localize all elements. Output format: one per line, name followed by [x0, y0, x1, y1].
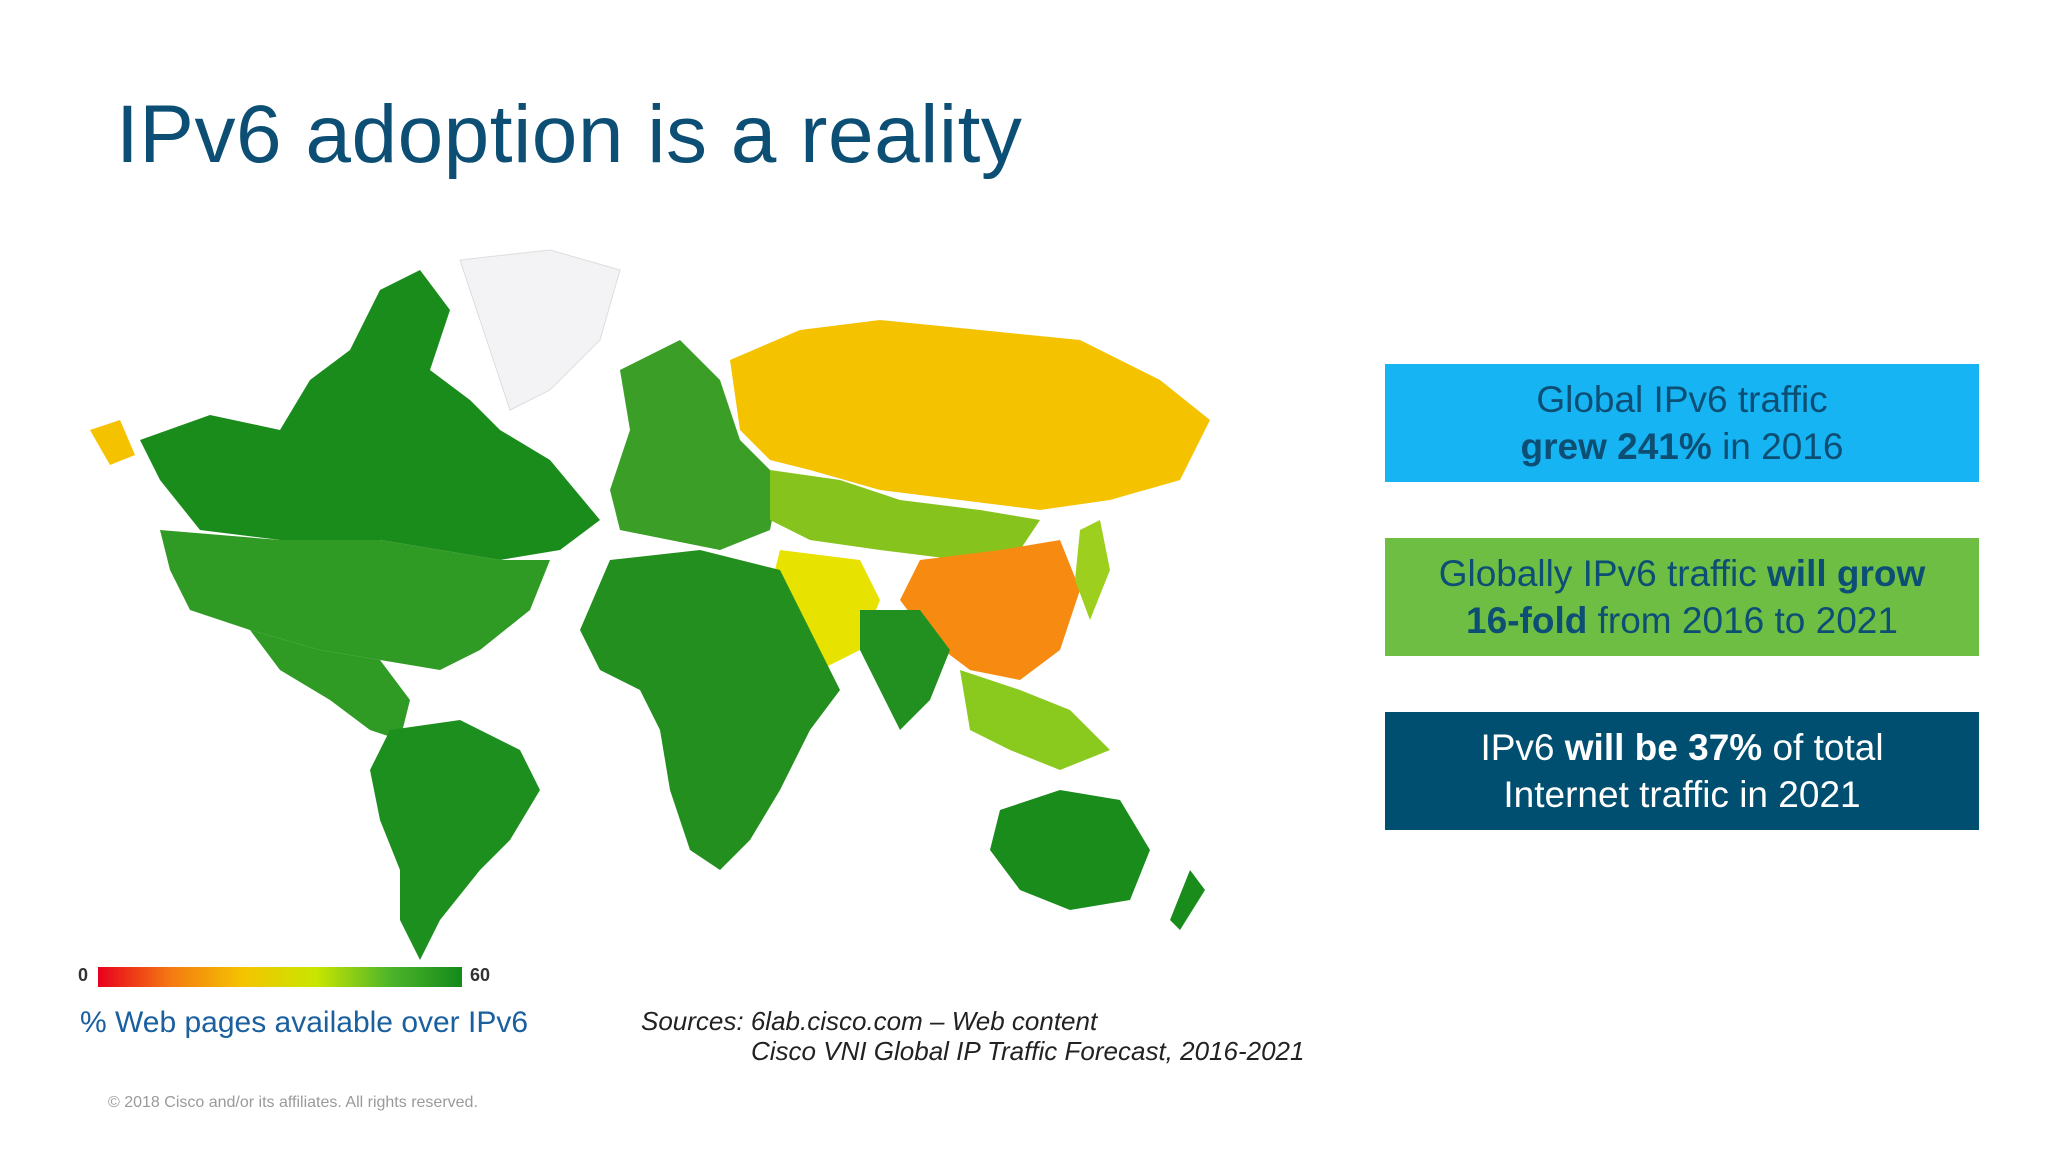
- map-region-australia: [990, 790, 1150, 910]
- map-region-united-states: [160, 530, 550, 670]
- map-legend: 0 60: [78, 965, 518, 995]
- callout-traffic-growth-2016: Global IPv6 traffic grew 241% in 2016: [1385, 364, 1979, 482]
- callout-2-prefix: Globally IPv6 traffic: [1438, 553, 1768, 594]
- callout-16-fold-growth: Globally IPv6 traffic will grow 16-fold …: [1385, 538, 1979, 656]
- callout-2-highlight: will grow: [1767, 553, 1926, 594]
- legend-caption: % Web pages available over IPv6: [80, 1006, 529, 1039]
- callout-2-line-1: Globally IPv6 traffic will grow: [1439, 550, 1926, 597]
- map-region-greenland: [459, 249, 621, 411]
- callout-1-highlight: grew 241%: [1520, 426, 1712, 467]
- sources-note: Sources: 6lab.cisco.com – Web content Ci…: [641, 1006, 1304, 1066]
- map-region-africa: [580, 550, 840, 870]
- callout-2-line-2: 16-fold from 2016 to 2021: [1466, 597, 1898, 644]
- callout-3-prefix: IPv6: [1480, 727, 1565, 768]
- legend-min-label: 0: [78, 965, 89, 985]
- sources-line-2: Cisco VNI Global IP Traffic Forecast, 20…: [751, 1036, 1305, 1066]
- slide-title: IPv6 adoption is a reality: [116, 89, 1023, 180]
- callout-3-highlight: will be 37%: [1564, 727, 1763, 768]
- map-region-europe: [610, 340, 780, 550]
- callout-1-suffix: in 2016: [1711, 426, 1844, 467]
- sources-line-1: Sources: 6lab.cisco.com – Web content: [641, 1006, 1098, 1036]
- map-region-southeast-asia: [960, 670, 1110, 770]
- callout-1-line-1: Global IPv6 traffic: [1536, 379, 1828, 420]
- legend-color-scale: [98, 967, 462, 987]
- map-region-india: [860, 610, 950, 730]
- map-region-russia: [730, 320, 1210, 510]
- map-region-central-america: [250, 630, 410, 740]
- world-map: [80, 230, 1230, 970]
- callout-2-suffix: from 2016 to 2021: [1587, 600, 1898, 641]
- callout-3-suffix: of total: [1762, 727, 1884, 768]
- callout-3-line-2: Internet traffic in 2021: [1503, 774, 1861, 815]
- map-region-canada: [140, 270, 600, 560]
- callout-1-line-2: grew 241% in 2016: [1521, 423, 1844, 470]
- map-region-alaska: [90, 420, 135, 465]
- map-region-central-asia: [770, 470, 1040, 560]
- map-region-south-america: [370, 720, 540, 960]
- map-region-new-zealand: [1170, 870, 1205, 930]
- callout-3-line-1: IPv6 will be 37% of total: [1480, 724, 1883, 771]
- copyright-notice: © 2018 Cisco and/or its affiliates. All …: [108, 1094, 478, 1111]
- callout-2-highlight-2: 16-fold: [1466, 600, 1588, 641]
- callout-share-2021: IPv6 will be 37% of total Internet traff…: [1385, 712, 1979, 830]
- legend-max-label: 60: [470, 965, 491, 985]
- map-region-japan: [1075, 520, 1110, 620]
